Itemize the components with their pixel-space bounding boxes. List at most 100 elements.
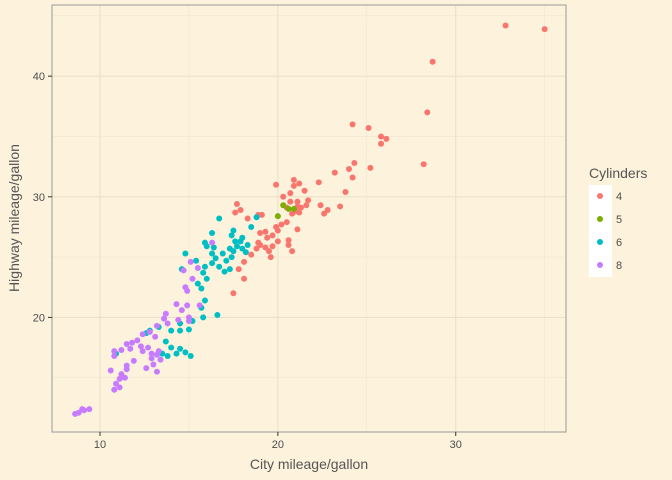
data-point-cyl-6	[223, 257, 230, 264]
data-point-cyl-4	[285, 237, 292, 244]
data-point-cyl-8	[139, 348, 146, 355]
data-point-cyl-4	[383, 135, 390, 142]
data-point-cyl-4	[283, 219, 290, 226]
data-point-cyl-8	[194, 264, 201, 271]
y-axis-title: Highway mileage/gallon	[6, 144, 22, 292]
data-point-cyl-8	[111, 348, 118, 355]
data-point-cyl-8	[123, 340, 130, 347]
data-point-cyl-4	[287, 198, 294, 205]
data-point-cyl-8	[107, 367, 114, 374]
data-point-cyl-4	[258, 211, 265, 218]
legend-key-4	[597, 193, 603, 199]
data-point-cyl-8	[139, 331, 146, 338]
data-point-cyl-8	[118, 346, 125, 353]
data-point-cyl-8	[121, 374, 128, 381]
x-tick-label: 10	[94, 439, 106, 451]
data-point-cyl-4	[420, 161, 427, 168]
data-point-cyl-4	[502, 22, 509, 29]
data-point-cyl-6	[216, 215, 223, 222]
data-point-cyl-4	[349, 121, 356, 128]
data-point-cyl-4	[342, 188, 349, 195]
data-point-cyl-8	[72, 410, 79, 417]
data-point-cyl-4	[241, 275, 248, 282]
data-point-cyl-5	[280, 202, 287, 209]
data-point-cyl-6	[230, 227, 237, 234]
data-point-cyl-6	[182, 250, 189, 257]
data-point-cyl-4	[294, 226, 301, 233]
data-point-cyl-4	[424, 109, 431, 116]
data-point-cyl-4	[264, 234, 271, 241]
data-point-cyl-4	[303, 202, 310, 209]
data-point-cyl-6	[219, 250, 226, 257]
data-point-cyl-6	[193, 257, 200, 264]
data-point-cyl-8	[134, 337, 141, 344]
data-point-cyl-6	[221, 268, 228, 275]
data-point-cyl-4	[290, 176, 297, 183]
y-tick-label: 40	[33, 71, 45, 83]
data-point-cyl-4	[253, 245, 260, 252]
data-point-cyl-5	[285, 205, 292, 212]
data-point-cyl-6	[162, 338, 169, 345]
data-point-cyl-8	[137, 343, 144, 350]
data-point-cyl-4	[274, 227, 281, 234]
data-point-cyl-6	[201, 297, 208, 304]
legend-entries: 4 5 6 8	[589, 185, 622, 277]
legend-title: Cylinders	[589, 165, 647, 181]
data-point-cyl-6	[209, 250, 216, 257]
data-point-cyl-4	[287, 190, 294, 197]
data-point-cyl-4	[346, 166, 353, 173]
data-point-cyl-4	[267, 254, 274, 261]
data-point-cyl-4	[315, 179, 322, 186]
panel-border	[51, 4, 567, 433]
data-point-cyl-8	[111, 386, 118, 393]
data-point-cyl-4	[317, 202, 324, 209]
data-point-cyl-5	[290, 205, 297, 212]
data-point-cyl-6	[216, 263, 223, 270]
data-point-cyl-6	[177, 345, 184, 352]
data-point-cyl-6	[198, 285, 205, 292]
data-point-cyl-8	[148, 355, 155, 362]
data-point-cyl-6	[253, 214, 260, 221]
data-point-cyl-4	[244, 215, 251, 222]
data-point-cyl-8	[161, 315, 168, 322]
data-point-cyl-6	[214, 311, 221, 318]
data-point-cyl-8	[130, 357, 137, 364]
data-point-cyl-8	[175, 316, 182, 323]
x-axis-title: City mileage/gallon	[250, 456, 368, 472]
data-point-cyl-6	[210, 244, 217, 251]
grid-major	[52, 5, 566, 432]
data-point-cyl-6	[209, 229, 216, 236]
data-point-cyl-4	[294, 198, 301, 205]
legend-label-8: 8	[616, 260, 622, 272]
data-points	[72, 22, 548, 417]
data-point-cyl-6	[209, 260, 216, 267]
data-point-cyl-4	[296, 209, 303, 216]
data-point-cyl-8	[146, 328, 153, 335]
x-axis-ticks: 10 20 30	[94, 432, 462, 451]
data-point-cyl-6	[194, 280, 201, 287]
data-point-cyl-4	[230, 290, 237, 297]
data-point-cyl-8	[81, 407, 88, 414]
legend: Cylinders 4 5 6 8	[589, 165, 647, 277]
data-point-cyl-6	[203, 243, 210, 250]
data-point-cyl-8	[127, 345, 134, 352]
data-point-cyl-4	[233, 201, 240, 208]
data-point-cyl-8	[111, 353, 118, 360]
data-point-cyl-6	[203, 275, 210, 282]
legend-label-5: 5	[616, 214, 622, 226]
data-point-cyl-4	[290, 182, 297, 189]
data-point-cyl-8	[123, 366, 130, 373]
data-point-cyl-4	[280, 193, 287, 200]
data-point-cyl-8	[187, 258, 194, 265]
data-point-cyl-6	[233, 243, 240, 250]
data-point-cyl-8	[150, 361, 157, 368]
data-point-cyl-4	[349, 174, 356, 181]
data-point-cyl-4	[269, 232, 276, 239]
data-point-cyl-6	[226, 266, 233, 273]
data-point-cyl-8	[164, 320, 171, 327]
data-point-cyl-4	[378, 140, 385, 147]
data-point-cyl-8	[116, 384, 123, 391]
data-point-cyl-6	[168, 327, 175, 334]
data-point-cyl-4	[367, 164, 374, 171]
data-point-cyl-6	[244, 242, 251, 249]
